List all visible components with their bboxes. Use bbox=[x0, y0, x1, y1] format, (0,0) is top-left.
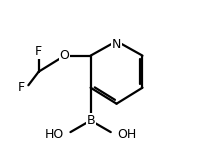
Text: OH: OH bbox=[117, 128, 136, 142]
Text: O: O bbox=[60, 49, 70, 62]
Text: F: F bbox=[35, 45, 42, 58]
Text: HO: HO bbox=[45, 128, 64, 142]
Text: B: B bbox=[86, 114, 95, 127]
Text: F: F bbox=[18, 81, 25, 94]
Text: N: N bbox=[112, 38, 121, 51]
